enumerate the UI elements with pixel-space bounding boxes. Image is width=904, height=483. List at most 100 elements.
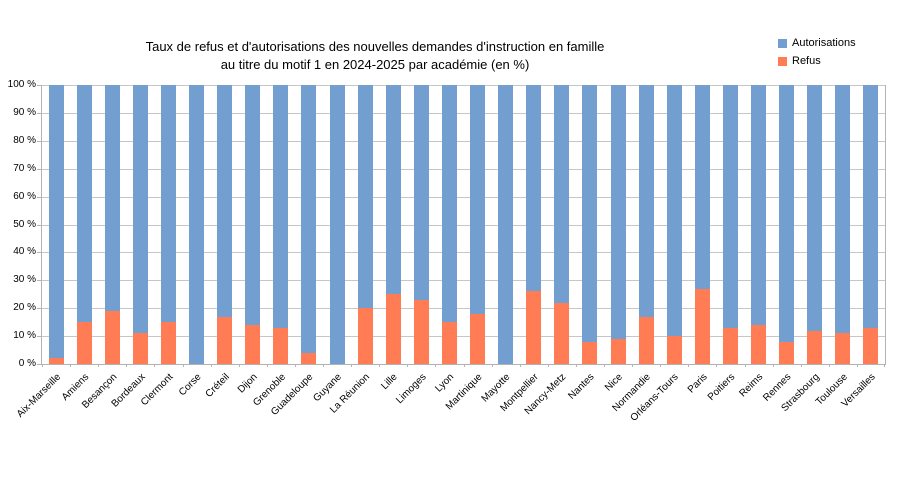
- bar-Strasbourg: [807, 85, 823, 364]
- bar-slot-Nice: [604, 85, 632, 364]
- gridline-10: [42, 336, 885, 338]
- x-tick-2: [98, 364, 100, 367]
- bar-segment-autorisations-Amiens: [76, 85, 92, 323]
- y-axis-label-100: 100 %: [7, 79, 36, 90]
- x-axis-label-Paris: Paris: [685, 371, 710, 396]
- bar-segment-autorisations-Lille: [385, 85, 401, 295]
- gridline-20: [42, 308, 885, 310]
- x-tick-5: [182, 364, 184, 367]
- bar-segment-refus-Poitiers: [722, 327, 738, 364]
- x-tick-21: [632, 364, 634, 367]
- y-axis-label-80: 80 %: [13, 134, 36, 146]
- bar-segment-refus-Rennes: [779, 341, 795, 364]
- x-tick-10: [323, 364, 324, 367]
- bar-Aix-Marseille: [48, 85, 64, 364]
- x-tick-13: [407, 364, 409, 367]
- bar-slot-Corse: [183, 85, 211, 364]
- bar-segment-autorisations-Dijon: [245, 85, 261, 325]
- x-tick-4: [154, 364, 156, 367]
- chart-title-line2: au titre du motif 1 en 2024-2025 par aca…: [220, 56, 530, 72]
- gridline-70: [42, 168, 885, 170]
- bar-Lyon: [441, 85, 457, 364]
- bar-segment-autorisations-Lyon: [441, 85, 457, 323]
- x-axis-label-Nice: Nice: [603, 371, 625, 394]
- gridline-80: [42, 140, 885, 142]
- x-tick-7: [238, 364, 240, 367]
- x-tick-6: [210, 364, 212, 367]
- bar-La Réunion: [357, 85, 373, 364]
- bar-slot-Dijon: [239, 85, 267, 364]
- bar-segment-refus-Lille: [385, 294, 401, 364]
- gridline-50: [42, 224, 885, 226]
- bar-segment-refus-Normandie: [638, 316, 654, 364]
- x-tick-19: [575, 364, 577, 367]
- bar-segment-refus-La Réunion: [357, 308, 373, 364]
- x-tick-15: [463, 364, 465, 367]
- bar-segment-autorisations-Toulouse: [835, 85, 851, 334]
- bar-segment-autorisations-Versailles: [863, 85, 879, 328]
- bar-segment-autorisations-Nancy-Metz: [554, 85, 570, 303]
- bar-segment-refus-Strasbourg: [807, 330, 823, 364]
- x-tick-17: [519, 364, 521, 367]
- y-tick-80: [37, 140, 42, 142]
- legend-swatch-refus: [778, 56, 787, 66]
- plot-area: [37, 85, 886, 367]
- x-tick-11: [351, 364, 353, 367]
- y-axis-label-30: 30 %: [13, 274, 36, 286]
- gridline-100: [42, 85, 885, 86]
- x-axis-label-Nantes: Nantes: [566, 371, 597, 402]
- bar-slot-Amiens: [70, 85, 98, 364]
- x-axis-label-Lyon: Lyon: [433, 371, 457, 395]
- bar-Grenoble: [273, 85, 289, 364]
- bar-Versailles: [863, 85, 879, 364]
- y-tick-30: [37, 280, 42, 282]
- bar-slot-Lille: [379, 85, 407, 364]
- bar-segment-autorisations-Créteil: [217, 85, 233, 317]
- x-tick-9: [294, 364, 296, 367]
- y-axis-label-0: 0 %: [18, 358, 36, 369]
- legend: Autorisations Refus: [778, 37, 856, 73]
- bar-Orléans-Tours: [666, 85, 682, 364]
- bar-slot-Paris: [688, 85, 716, 364]
- bar-slot-Aix-Marseille: [42, 85, 70, 364]
- x-tick-14: [435, 364, 437, 367]
- x-tick-23: [688, 364, 690, 367]
- bar-slot-Martinique: [464, 85, 492, 364]
- bar-slot-Montpellier: [520, 85, 548, 364]
- y-axis-label-10: 10 %: [13, 330, 36, 342]
- bar-Montpellier: [526, 85, 542, 364]
- bar-segment-refus-Toulouse: [835, 333, 851, 364]
- bar-segment-autorisations-Orléans-Tours: [666, 85, 682, 337]
- bar-slot-La Réunion: [351, 85, 379, 364]
- bar-segment-autorisations-Paris: [694, 85, 710, 289]
- x-tick-30: [884, 364, 885, 367]
- bar-segment-refus-Paris: [694, 288, 710, 364]
- bar-slot-Mayotte: [492, 85, 520, 364]
- bar-Normandie: [638, 85, 654, 364]
- chart-title: Taux de refus et d'autorisations des nou…: [40, 38, 710, 73]
- bar-segment-autorisations-Normandie: [638, 85, 654, 317]
- bar-slot-Clermont: [154, 85, 182, 364]
- bar-Paris: [694, 85, 710, 364]
- bar-slot-Reims: [745, 85, 773, 364]
- bar-segment-refus-Créteil: [217, 316, 233, 364]
- bar-segment-refus-Nice: [610, 338, 626, 364]
- bar-segment-autorisations-Guyane: [329, 85, 345, 364]
- bar-segment-refus-Lyon: [441, 322, 457, 364]
- bar-segment-autorisations-Strasbourg: [807, 85, 823, 331]
- bar-segment-autorisations-Besançon: [104, 85, 120, 311]
- x-tick-22: [660, 364, 662, 367]
- bar-slot-Grenoble: [267, 85, 295, 364]
- bar-Nice: [610, 85, 626, 364]
- bar-segment-autorisations-Nice: [610, 85, 626, 339]
- y-axis-label-50: 50 %: [13, 218, 36, 230]
- x-axis-labels: Aix-Marseille Amiens Besançon Bordeaux Clerm…: [15, 368, 884, 478]
- bar-segment-refus-Besançon: [104, 310, 120, 364]
- y-tick-90: [37, 112, 42, 114]
- x-tick-0: [42, 364, 43, 367]
- legend-item-autorisations: Autorisations: [778, 37, 856, 49]
- bar-segment-refus-Amiens: [76, 322, 92, 364]
- bar-Toulouse: [835, 85, 851, 364]
- y-axis-label-90: 90 %: [13, 106, 36, 118]
- bar-slot-Orléans-Tours: [660, 85, 688, 364]
